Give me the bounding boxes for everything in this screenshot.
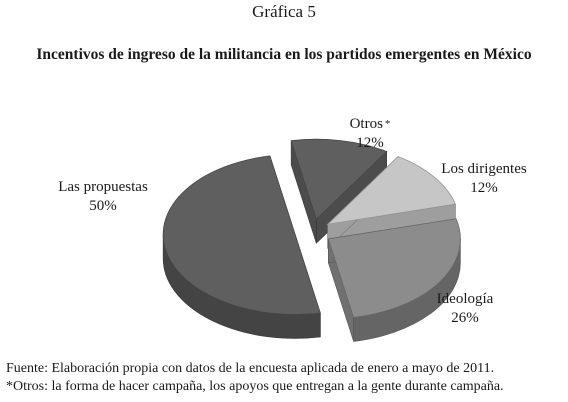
slice-label-dirigentes: Los dirigentes 12% [424, 160, 544, 198]
pie-slice-top [290, 138, 388, 220]
figure-label: Gráfica 5 [252, 2, 316, 21]
footnotes: Fuente: Elaboración propia con datos de … [6, 360, 566, 396]
slice-label-ideologia: Ideología 26% [420, 290, 510, 328]
slice-name: Otros [349, 116, 383, 132]
slice-percent: 12% [356, 135, 384, 151]
slice-mark: * [384, 118, 391, 130]
pie-slice-top [326, 156, 456, 225]
pie-slice-top [162, 155, 321, 315]
slice-percent: 26% [451, 310, 479, 326]
footnote-others: *Otros: la forma de hacer campaña, los a… [6, 379, 504, 394]
slice-name: Ideología [436, 291, 494, 307]
pie-slice-top [327, 218, 461, 318]
slice-percent: 50% [89, 198, 117, 214]
chart-title: Incentivos de ingreso de la militancia e… [36, 46, 532, 63]
pie-slice-ideolog-a [327, 218, 461, 342]
pie-slice-las-propuestas [162, 155, 321, 339]
slice-name: Las propuestas [58, 179, 148, 195]
slice-percent: 12% [470, 180, 498, 196]
slice-name: Los dirigentes [441, 161, 527, 177]
slice-label-propuestas: Las propuestas 50% [38, 178, 168, 216]
footnote-source: Fuente: Elaboración propia con datos de … [6, 361, 495, 376]
slice-label-otros: Otros * 12% [330, 115, 410, 153]
